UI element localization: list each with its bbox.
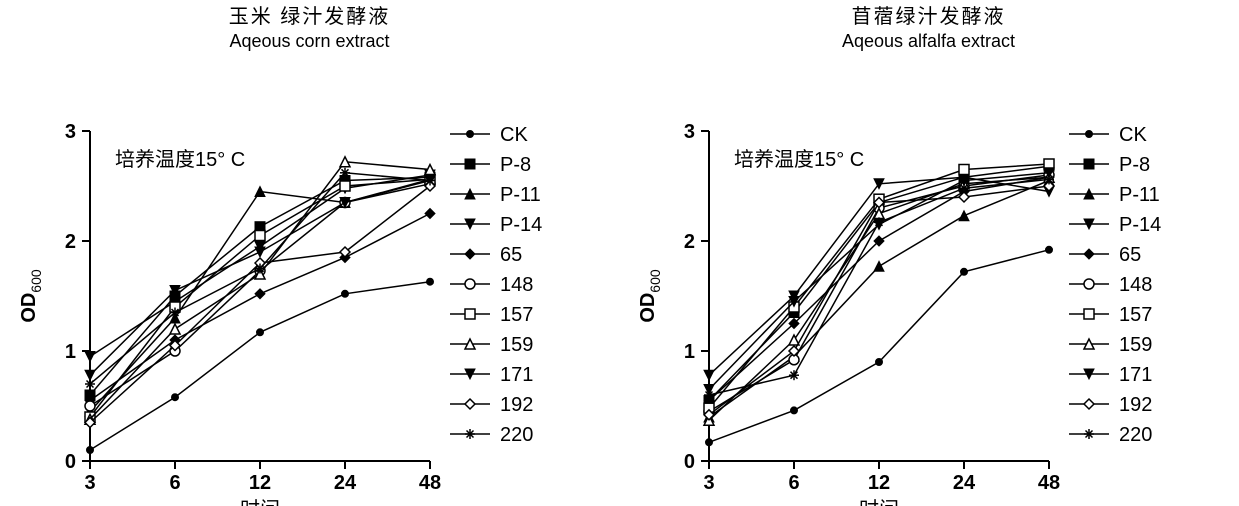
legend-label-P-14: P-14: [1119, 214, 1161, 236]
y-tick-label: 1: [684, 341, 695, 363]
legend-label-148: 148: [500, 274, 533, 296]
x-tick-label: 6: [788, 472, 799, 494]
y-tick-label: 2: [684, 231, 695, 253]
series-line-CK: [709, 250, 1049, 442]
chart-panel: 玉米 绿汁发酵液 Aqeous corn extract 01233612244…: [0, 0, 619, 505]
y-tick-label: 0: [65, 451, 76, 473]
legend-label-P-11: P-11: [1119, 184, 1160, 206]
series-line-P-8: [90, 177, 430, 395]
legend-label-P-8: P-8: [1119, 154, 1150, 176]
legend-label-220: 220: [1119, 424, 1152, 446]
y-tick-label: 3: [684, 121, 695, 143]
chart-svg: 012336122448: [619, 56, 1238, 506]
x-tick-label: 48: [419, 472, 441, 494]
y-axis-title: OD600: [637, 269, 663, 323]
chart-panel: 苜蓿绿汁发酵液 Aqeous alfalfa extract 012336122…: [619, 0, 1238, 505]
y-tick-label: 1: [65, 341, 76, 363]
annotation-text: 培养温度15° C: [115, 148, 245, 171]
x-tick-label: 3: [84, 472, 95, 494]
y-tick-label: 3: [65, 121, 76, 143]
y-axis-title: OD600: [18, 269, 44, 323]
panel-title-en: Aqeous corn extract: [0, 31, 619, 52]
legend-label-159: 159: [1119, 334, 1152, 356]
legend-label-220: 220: [500, 424, 533, 446]
legend-label-P-8: P-8: [500, 154, 531, 176]
panel-title-cn: 苜蓿绿汁发酵液: [619, 0, 1238, 29]
legend-label-65: 65: [1119, 244, 1141, 266]
legend-label-171: 171: [500, 364, 533, 386]
x-tick-label: 12: [249, 472, 271, 494]
legend-label-157: 157: [1119, 304, 1152, 326]
x-tick-label: 24: [953, 472, 976, 494]
legend-label-P-14: P-14: [500, 214, 542, 236]
legend-label-157: 157: [500, 304, 533, 326]
legend-label-192: 192: [1119, 394, 1152, 416]
x-tick-label: 3: [703, 472, 714, 494]
legend-label-192: 192: [500, 394, 533, 416]
x-tick-label: 12: [868, 472, 890, 494]
legend-label-148: 148: [1119, 274, 1152, 296]
x-tick-label: 24: [334, 472, 357, 494]
y-tick-label: 0: [684, 451, 695, 473]
legend-label-CK: CK: [500, 124, 528, 146]
panel-title-en: Aqeous alfalfa extract: [619, 31, 1238, 52]
y-tick-label: 2: [65, 231, 76, 253]
annotation-text: 培养温度15° C: [734, 148, 864, 171]
legend-label-P-11: P-11: [500, 184, 541, 206]
x-tick-label: 48: [1038, 472, 1060, 494]
legend-label-159: 159: [500, 334, 533, 356]
chart-svg: 012336122448: [0, 56, 619, 506]
x-tick-label: 6: [169, 472, 180, 494]
panel-title-cn: 玉米 绿汁发酵液: [0, 0, 619, 29]
legend-label-171: 171: [1119, 364, 1152, 386]
legend-label-65: 65: [500, 244, 522, 266]
legend-label-CK: CK: [1119, 124, 1147, 146]
